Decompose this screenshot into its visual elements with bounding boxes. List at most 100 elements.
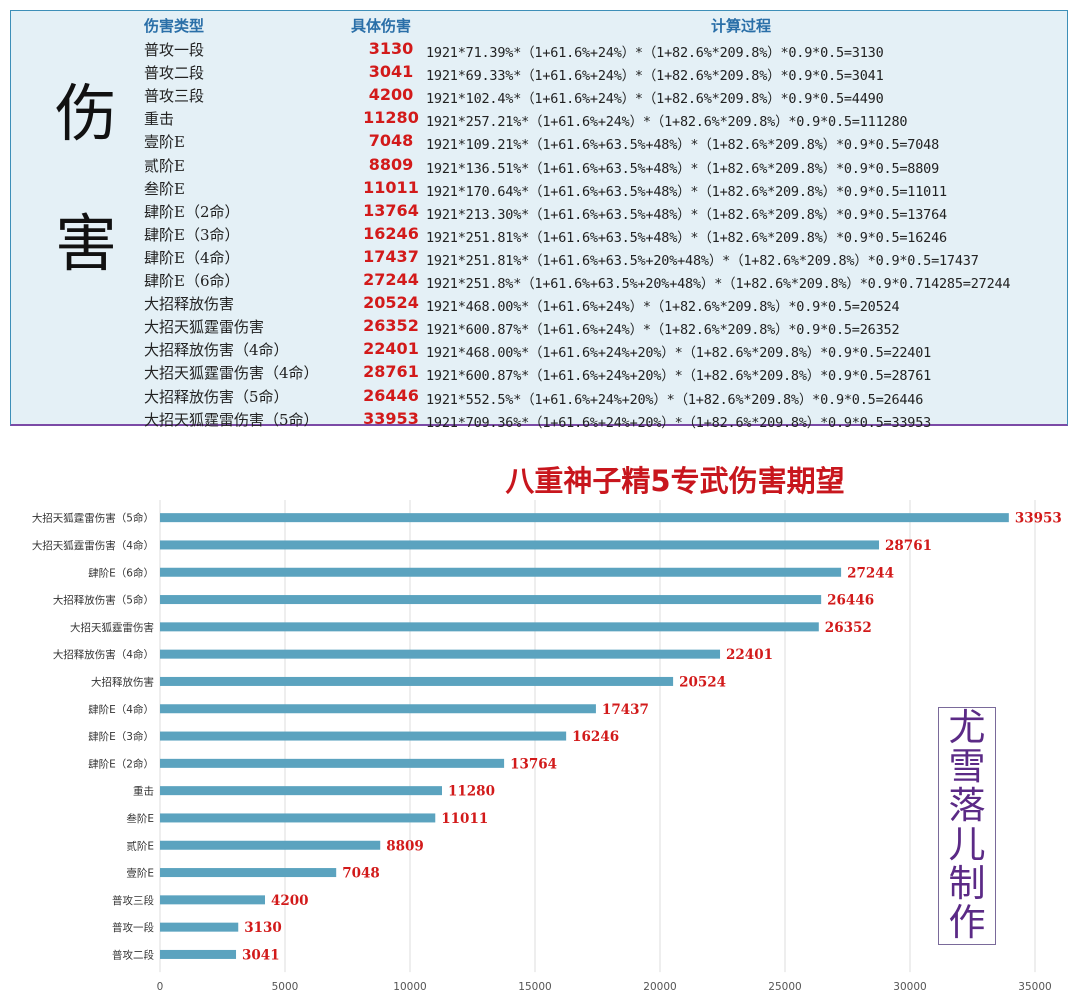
data-label: 3130	[244, 920, 282, 936]
calculation-cell: 1921*251.81%*（1+61.6%+63.5%+48%）*（1+82.6…	[426, 229, 947, 246]
calculation-cell: 1921*257.21%*（1+61.6%+24%）*（1+82.6%*209.…	[426, 114, 908, 131]
table-row: 肆阶E（4命） 17437 1921*251.81%*（1+61.6%+63.5%+…	[11, 245, 1067, 269]
table-row: 大招释放伤害 20524 1921*468.00%*（1+61.6%+24%）*（1…	[11, 291, 1067, 316]
table-row: 叁阶E 11011 1921*170.64%*（1+61.6%+63.5%+48%）…	[11, 176, 1067, 200]
damage-type-cell: 肆阶E（6命）	[144, 272, 240, 290]
damage-type-cell: 肆阶E（4命）	[144, 248, 240, 267]
calculation-cell: 1921*600.87%*（1+61.6%+24%）*（1+82.6%*209.…	[426, 322, 900, 339]
calculation-cell: 1921*600.87%*（1+61.6%+24%+20%）*（1+82.6%*…	[426, 368, 932, 385]
table-row: 壹阶E 7048 1921*109.21%*（1+61.6%+63.5%+48%）*…	[11, 129, 1067, 154]
watermark-char: 雪	[948, 745, 986, 789]
damage-value-cell: 28761	[363, 362, 419, 382]
category-label: 大招释放伤害（5命）	[53, 594, 154, 607]
calculation-cell: 1921*71.39%*（1+61.6%+24%）*（1+82.6%*209.8…	[426, 45, 884, 61]
category-label: 肆阶E（4命）	[88, 703, 154, 716]
data-label: 22401	[726, 647, 773, 663]
calculation-cell: 1921*136.51%*（1+61.6%+63.5%+48%）*（1+82.6…	[426, 160, 940, 177]
table-row: 贰阶E 8809 1921*136.51%*（1+61.6%+63.5%+48%）*…	[11, 153, 1067, 177]
table-row: 重击 11280 1921*257.21%*（1+61.6%+24%）*（1+82.…	[11, 106, 1067, 131]
bar	[160, 922, 239, 932]
watermark-char: 作	[948, 900, 986, 944]
damage-type-cell: 肆阶E（2命）	[144, 202, 240, 221]
category-label: 壹阶E	[126, 867, 154, 880]
table-row: 大招天狐霆雷伤害（5命） 33953 1921*709.36%*（1+61.6%+2…	[11, 407, 1067, 431]
category-label: 肆阶E（6命）	[88, 566, 154, 579]
table-row: 大招天狐霆雷伤害 26352 1921*600.87%*（1+61.6%+24%）*…	[11, 314, 1067, 339]
table-row: 大招释放伤害（4命） 22401 1921*468.00%*（1+61.6%+24%…	[11, 337, 1067, 361]
damage-type-cell: 壹阶E	[144, 133, 185, 152]
x-tick-label: 15000	[518, 981, 551, 993]
table-row: 肆阶E（3命） 16246 1921*251.81%*（1+61.6%+63.5%+…	[11, 222, 1067, 246]
damage-value-cell: 4200	[368, 85, 414, 105]
category-label: 大招天狐霆雷伤害（4命）	[32, 539, 154, 552]
chart-title: 八重神子精5专武伤害期望	[505, 464, 845, 498]
calculation-cell: 1921*109.21%*（1+61.6%+63.5%+48%）*（1+82.6…	[426, 137, 940, 154]
author-watermark: 尤 雪 落 儿 制 作	[938, 707, 996, 945]
category-label: 普攻二段	[112, 948, 154, 961]
data-label: 8809	[386, 838, 424, 854]
calculation-cell: 1921*251.81%*（1+61.6%+63.5%+20%+48%）*（1+…	[426, 252, 979, 269]
damage-value-cell: 11011	[363, 177, 419, 197]
calculation-cell: 1921*213.30%*（1+61.6%+63.5%+48%）*（1+82.6…	[426, 206, 947, 223]
data-label: 33953	[1015, 511, 1062, 527]
table-row: 普攻一段 3130 1921*71.39%*（1+61.6%+24%）*（1+82.…	[11, 37, 1067, 61]
damage-value-cell: 3041	[368, 62, 414, 82]
data-label: 20524	[679, 674, 726, 690]
damage-value-cell: 3130	[368, 39, 414, 58]
side-label-char: 伤	[55, 77, 118, 150]
x-tick-label: 0	[157, 981, 164, 993]
bar	[160, 840, 381, 850]
damage-type-cell: 大招天狐霆雷伤害（4命）	[144, 364, 319, 383]
bar	[160, 649, 721, 659]
damage-value-cell: 22401	[363, 339, 419, 359]
data-label: 7048	[342, 866, 380, 882]
header-damage-value: 具体伤害	[351, 17, 412, 35]
x-tick-label: 10000	[393, 981, 426, 993]
bar	[160, 868, 337, 878]
damage-value-cell: 17437	[363, 246, 419, 266]
calculation-cell: 1921*468.00%*（1+61.6%+24%）*（1+82.6%*209.…	[426, 299, 900, 316]
table-row: 普攻二段 3041 1921*69.33%*（1+61.6%+24%）*（1+82.…	[11, 60, 1067, 84]
data-label: 3041	[242, 947, 280, 963]
data-label: 13764	[510, 756, 557, 772]
data-label: 26446	[827, 593, 874, 609]
table-row: 大招天狐霆雷伤害（4命） 28761 1921*600.87%*（1+61.6%+2…	[11, 360, 1067, 385]
bar	[160, 622, 819, 632]
category-label: 贰阶E	[126, 839, 154, 852]
damage-value-cell: 26446	[363, 385, 419, 405]
bar	[160, 567, 842, 577]
damage-value-cell: 33953	[363, 408, 419, 428]
category-label: 普攻三段	[112, 894, 154, 907]
damage-type-cell: 大招释放伤害（5命）	[144, 387, 289, 406]
category-label: 大招释放伤害（4命）	[53, 648, 154, 661]
bar	[160, 758, 505, 768]
damage-type-cell: 贰阶E	[144, 156, 185, 175]
damage-type-cell: 普攻二段	[144, 64, 205, 83]
data-label: 11011	[441, 811, 488, 827]
category-label: 肆阶E（3命）	[88, 730, 154, 743]
x-tick-label: 5000	[272, 981, 299, 993]
x-tick-label: 30000	[893, 981, 926, 993]
data-label: 11280	[448, 784, 495, 800]
damage-type-cell: 大招天狐霆雷伤害（5命）	[144, 410, 319, 429]
table-row: 肆阶E（6命） 27244 1921*251.8%*（1+61.6%+63.5%+2…	[11, 268, 1067, 292]
header-calculation: 计算过程	[711, 17, 772, 35]
x-tick-label: 20000	[643, 981, 676, 993]
category-label: 大招天狐霆雷伤害（5命）	[32, 512, 154, 525]
damage-type-cell: 重击	[144, 110, 175, 129]
damage-type-cell: 大招天狐霆雷伤害	[144, 318, 265, 337]
category-label: 大招天狐霆雷伤害	[70, 621, 154, 634]
category-label: 叁阶E	[126, 812, 154, 825]
damage-type-cell: 普攻一段	[144, 41, 205, 59]
damage-value-cell: 27244	[363, 270, 419, 289]
bar	[160, 676, 674, 686]
bar	[160, 895, 265, 905]
data-label: 4200	[271, 893, 309, 909]
damage-type-cell: 叁阶E	[144, 179, 185, 198]
bar	[160, 813, 436, 823]
category-label: 重击	[133, 785, 154, 798]
damage-value-cell: 16246	[363, 223, 419, 243]
damage-value-cell: 20524	[363, 293, 419, 313]
bar	[160, 513, 1009, 523]
damage-value-cell: 7048	[368, 131, 414, 151]
